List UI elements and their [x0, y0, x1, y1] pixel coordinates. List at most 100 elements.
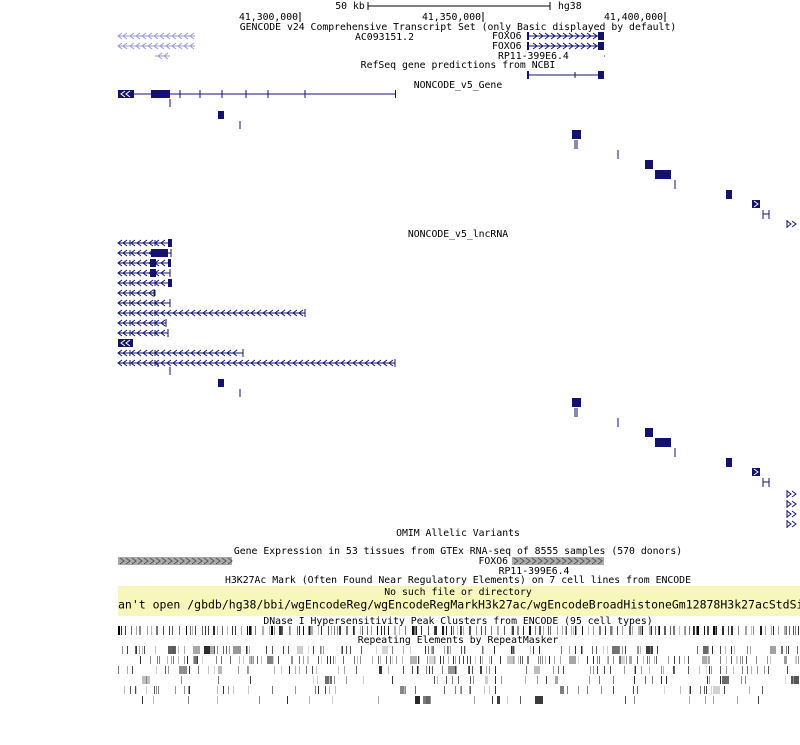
strand-arrow	[597, 557, 603, 565]
strand-arrow	[165, 42, 171, 50]
block	[796, 656, 797, 664]
block	[538, 656, 539, 664]
strand-arrow	[129, 32, 135, 40]
strand-arrow	[159, 32, 165, 40]
strand-arrow	[791, 520, 797, 528]
strand-arrow	[142, 329, 148, 337]
block	[469, 666, 470, 674]
strand-arrow	[160, 299, 166, 307]
block	[428, 626, 429, 635]
block	[299, 666, 300, 674]
block	[518, 656, 519, 664]
strand-arrow	[177, 32, 183, 40]
block	[173, 656, 174, 664]
block	[428, 646, 429, 654]
block	[751, 666, 752, 674]
block	[156, 626, 158, 635]
block	[354, 656, 355, 664]
block	[566, 626, 567, 635]
block	[448, 646, 449, 654]
block	[443, 656, 444, 664]
strand-arrow	[129, 42, 135, 50]
block	[218, 666, 222, 674]
block	[125, 626, 126, 635]
strand-arrow	[214, 349, 220, 357]
block	[481, 626, 482, 635]
block	[250, 656, 251, 664]
block	[194, 656, 198, 664]
block	[325, 686, 326, 694]
block	[666, 676, 667, 684]
strand-arrow	[122, 319, 128, 327]
block	[144, 646, 145, 654]
block	[168, 646, 176, 654]
strand-arrow	[136, 289, 142, 297]
block	[770, 656, 771, 664]
block	[649, 626, 651, 635]
block	[218, 676, 219, 684]
block	[625, 646, 626, 654]
block	[233, 686, 234, 694]
block	[283, 646, 284, 654]
block	[344, 666, 345, 674]
block	[731, 646, 732, 654]
block	[689, 686, 690, 694]
block	[410, 656, 417, 664]
strand-arrow	[122, 32, 128, 40]
block	[619, 646, 620, 654]
track-title: NONCODE_v5_Gene	[414, 80, 503, 91]
block	[455, 686, 456, 694]
block	[724, 686, 725, 694]
block	[343, 656, 344, 664]
block	[601, 686, 602, 694]
block	[589, 676, 590, 684]
block	[261, 656, 262, 664]
block	[655, 170, 671, 179]
block	[688, 656, 689, 664]
block	[418, 666, 419, 674]
block	[184, 646, 185, 654]
block	[706, 686, 707, 694]
strand-arrow	[117, 259, 123, 267]
block	[396, 656, 397, 664]
block	[500, 656, 501, 664]
strand-arrow	[147, 32, 153, 40]
block	[491, 656, 492, 664]
strand-arrow	[163, 52, 169, 60]
block	[550, 626, 551, 635]
block	[360, 626, 361, 635]
block	[303, 656, 304, 664]
block	[512, 557, 604, 565]
block	[483, 646, 484, 654]
strand-arrow	[388, 359, 394, 367]
block	[482, 646, 483, 654]
strand-arrow	[125, 90, 131, 98]
block	[429, 666, 430, 674]
block	[124, 686, 125, 694]
block	[182, 666, 183, 674]
block	[426, 696, 431, 704]
strand-arrow	[178, 359, 184, 367]
block	[752, 200, 760, 208]
strand-arrow	[256, 309, 262, 317]
block	[634, 666, 635, 674]
strand-arrow	[122, 259, 128, 267]
strand-arrow	[274, 309, 280, 317]
block	[707, 676, 708, 684]
gene-label: RP11-399E6.4	[498, 51, 569, 62]
block	[557, 626, 558, 635]
block	[135, 646, 136, 654]
strand-arrow	[791, 220, 797, 228]
block	[235, 626, 236, 635]
block	[218, 379, 224, 387]
block	[709, 666, 710, 674]
strand-arrow	[142, 259, 148, 267]
strand-arrow	[130, 299, 136, 307]
block	[208, 666, 209, 674]
block	[771, 626, 772, 635]
block	[762, 686, 763, 694]
block	[272, 686, 273, 694]
block	[448, 666, 455, 674]
strand-arrow	[166, 349, 172, 357]
block	[629, 626, 631, 635]
